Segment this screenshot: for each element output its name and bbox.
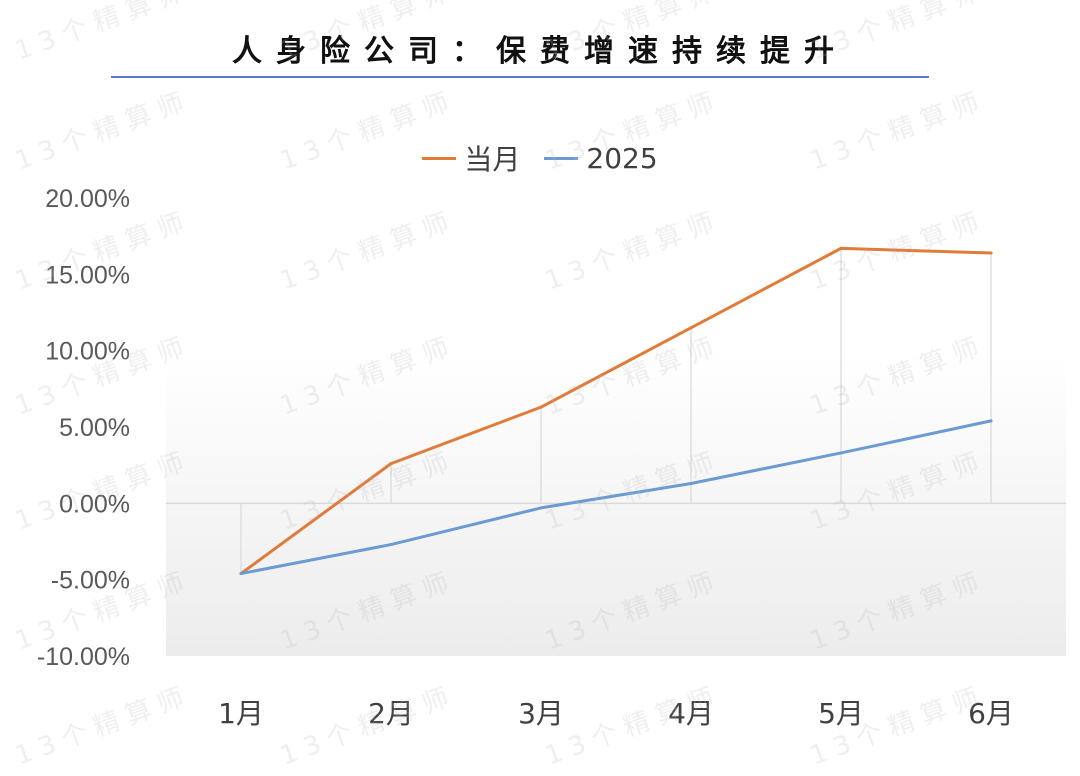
x-tick-label: 4月 xyxy=(668,697,714,730)
y-tick-label: 0.00% xyxy=(59,490,130,518)
series-line-current-month xyxy=(239,246,993,576)
data-point xyxy=(539,506,543,510)
x-tick-label: 1月 xyxy=(218,697,264,730)
legend: 当月 2025 xyxy=(0,138,1080,178)
data-point xyxy=(989,419,993,423)
data-point xyxy=(839,451,843,455)
y-tick-label: -10.00% xyxy=(37,643,130,671)
x-tick-label: 2月 xyxy=(368,697,414,730)
chart-title: 人身险公司：保费增速持续提升 xyxy=(232,34,848,69)
y-tick-label: 10.00% xyxy=(45,338,130,366)
legend-item-current-month: 当月 xyxy=(422,138,520,178)
data-point xyxy=(239,572,243,576)
legend-swatch-2025 xyxy=(544,156,579,160)
y-tick-label: 20.00% xyxy=(45,185,130,213)
x-tick-label: 3月 xyxy=(518,697,564,730)
x-tick-label: 6月 xyxy=(968,697,1014,730)
y-axis: 20.00% 15.00% 10.00% 5.00% 0.00% -5.00% -10.00… xyxy=(37,185,130,671)
legend-label-current-month: 当月 xyxy=(464,143,521,176)
x-tick-label: 5月 xyxy=(818,697,864,730)
data-point xyxy=(539,405,543,409)
title-underline xyxy=(111,76,929,78)
y-tick-label: 5.00% xyxy=(59,414,130,442)
data-point xyxy=(389,462,393,466)
legend-item-2025: 2025 xyxy=(544,138,658,178)
series-lines xyxy=(239,246,993,576)
drop-lines xyxy=(166,248,1066,574)
data-point xyxy=(689,326,693,330)
series-line-2025 xyxy=(239,419,993,576)
legend-label-2025: 2025 xyxy=(586,141,658,175)
data-point xyxy=(839,246,843,250)
x-axis: 1月 2月 3月 4月 5月 6月 xyxy=(218,697,1014,730)
data-point xyxy=(989,251,993,255)
legend-swatch-current-month xyxy=(422,156,457,160)
data-point xyxy=(389,543,393,547)
y-tick-label: -5.00% xyxy=(51,567,130,595)
data-point xyxy=(689,481,693,485)
y-tick-label: 15.00% xyxy=(45,261,130,289)
